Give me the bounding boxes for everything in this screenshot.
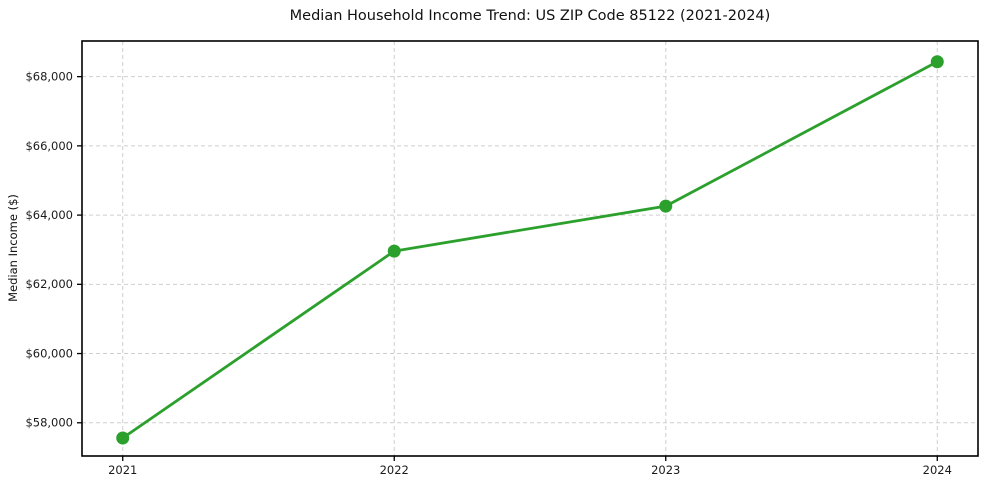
y-axis-label: Median Income ($) — [6, 194, 20, 302]
data-point-2022 — [387, 244, 401, 258]
y-tick-label: $58,000 — [25, 416, 73, 430]
data-point-2024 — [930, 55, 944, 69]
chart-title: Median Household Income Trend: US ZIP Co… — [289, 8, 771, 24]
data-point-2023 — [659, 199, 673, 213]
y-tick-label: $64,000 — [25, 208, 73, 222]
x-tick-label: 2024 — [923, 463, 952, 477]
y-tick-label: $62,000 — [25, 277, 73, 291]
data-point-2021 — [116, 431, 130, 445]
income-line-series — [121, 60, 939, 440]
x-tick-label: 2021 — [108, 463, 137, 477]
y-tick-label: $66,000 — [25, 139, 73, 153]
y-tick-label: $60,000 — [25, 346, 73, 360]
x-tick-label: 2023 — [651, 463, 680, 477]
plot-border — [81, 40, 979, 457]
x-tick-label: 2022 — [380, 463, 409, 477]
plot-area — [82, 41, 978, 456]
y-tick-label: $68,000 — [25, 70, 73, 84]
